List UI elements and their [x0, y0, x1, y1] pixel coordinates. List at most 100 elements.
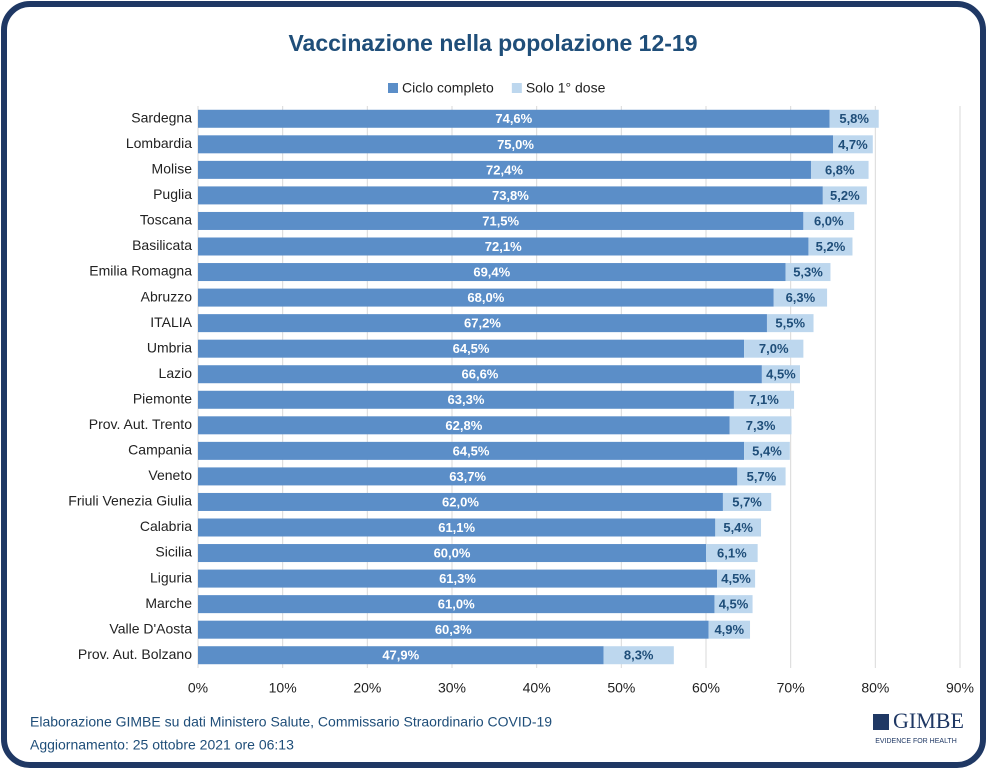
value-label: 5,2%	[816, 239, 846, 254]
bar-segment	[198, 390, 734, 409]
y-tick-label: Prov. Aut. Bolzano	[78, 646, 192, 662]
logo-name: GIMBE	[893, 708, 964, 733]
update-note: Aggiornamento: 25 ottobre 2021 ore 06:13	[30, 737, 294, 753]
logo-tagline: EVIDENCE FOR HEALTH	[875, 738, 957, 745]
bar-segment	[198, 186, 823, 205]
value-label: 61,0%	[438, 597, 475, 612]
bar-segment	[761, 365, 800, 384]
y-tick-label: Abruzzo	[141, 288, 193, 304]
bar-segment	[198, 544, 706, 563]
bar-segment	[198, 109, 830, 128]
value-label: 5,3%	[793, 264, 823, 279]
x-tick-label: 10%	[269, 680, 297, 696]
x-tick-label: 60%	[692, 680, 720, 696]
x-tick-label: 70%	[777, 680, 805, 696]
x-tick-label: 80%	[861, 680, 889, 696]
value-label: 4,7%	[838, 137, 868, 152]
bar-segment	[198, 365, 762, 384]
bar-segment	[198, 620, 709, 639]
chart-title: Vaccinazione nella popolazione 12-19	[288, 30, 697, 56]
bar-segment	[198, 211, 804, 230]
bar-segment	[198, 135, 833, 154]
value-label: 5,7%	[747, 469, 777, 484]
bar-segment	[706, 544, 758, 563]
x-tick-label: 40%	[523, 680, 551, 696]
value-label: 64,5%	[453, 443, 490, 458]
value-label: 62,8%	[445, 418, 482, 433]
bar-segment	[803, 211, 855, 230]
x-tick-label: 30%	[438, 680, 466, 696]
value-label: 61,3%	[439, 571, 476, 586]
value-label: 4,5%	[719, 597, 749, 612]
value-label: 7,0%	[759, 341, 789, 356]
value-label: 60,3%	[435, 622, 472, 637]
y-tick-label: Prov. Aut. Trento	[89, 416, 192, 432]
bar-segment	[729, 416, 792, 435]
y-tick-label: Veneto	[148, 467, 192, 483]
x-tick-label: 90%	[946, 680, 974, 696]
bar-segment	[198, 595, 715, 614]
y-tick-label: Basilicata	[132, 237, 192, 253]
value-label: 69,4%	[473, 264, 510, 279]
y-tick-label: Molise	[152, 161, 193, 177]
bar-segment	[714, 595, 753, 614]
x-tick-label: 50%	[607, 680, 635, 696]
bar-segment	[198, 416, 730, 435]
value-label: 73,8%	[492, 188, 529, 203]
bar-segment	[773, 288, 828, 307]
value-label: 4,5%	[721, 571, 751, 586]
value-label: 5,5%	[775, 316, 805, 331]
logo-icon	[873, 714, 889, 730]
bar-segment	[766, 314, 814, 333]
value-label: 6,1%	[717, 545, 747, 560]
bar-segment	[198, 518, 716, 537]
bar-segment	[603, 646, 674, 665]
y-tick-label: Campania	[128, 442, 192, 458]
y-tick-label: Umbria	[147, 339, 192, 355]
bar-segment	[715, 518, 762, 537]
value-label: 5,8%	[839, 111, 869, 126]
bar-segment	[737, 467, 786, 486]
bar-segment	[198, 339, 745, 358]
value-label: 5,7%	[732, 494, 762, 509]
legend-label: Ciclo completo	[402, 80, 494, 96]
y-tick-label: Toscana	[140, 212, 192, 228]
y-tick-label: Sardegna	[131, 109, 192, 125]
value-label: 5,2%	[830, 188, 860, 203]
y-tick-label: Valle D'Aosta	[109, 620, 192, 636]
y-tick-label: ITALIA	[150, 314, 192, 330]
legend-swatch	[511, 83, 522, 93]
bar-segment	[833, 135, 873, 154]
bar-segment	[198, 441, 745, 460]
value-label: 6,3%	[786, 290, 816, 305]
legend-swatch	[388, 83, 398, 93]
bar-segment	[744, 339, 804, 358]
value-label: 72,1%	[485, 239, 522, 254]
value-label: 66,6%	[462, 367, 499, 382]
value-label: 74,6%	[495, 111, 532, 126]
source-note: Elaborazione GIMBE su dati Ministero Sal…	[30, 714, 552, 730]
value-label: 6,0%	[814, 213, 844, 228]
bar-segment	[822, 186, 867, 205]
y-tick-label: Lombardia	[126, 135, 192, 151]
value-label: 64,5%	[453, 341, 490, 356]
bar-segment	[198, 160, 811, 179]
bar-segment	[198, 314, 767, 333]
value-label: 68,0%	[467, 290, 504, 305]
bar-segment	[717, 569, 756, 588]
value-label: 63,3%	[448, 392, 485, 407]
y-tick-label: Lazio	[159, 365, 193, 381]
value-label: 8,3%	[624, 648, 654, 663]
value-label: 67,2%	[464, 316, 501, 331]
value-label: 4,5%	[766, 367, 796, 382]
value-label: 75,0%	[497, 137, 534, 152]
bar-segment	[733, 390, 795, 409]
y-tick-label: Puglia	[153, 186, 192, 202]
y-tick-label: Emilia Romagna	[89, 263, 192, 279]
value-label: 61,1%	[438, 520, 475, 535]
bar-segment	[198, 646, 604, 665]
bar-segment	[785, 263, 831, 282]
value-label: 63,7%	[449, 469, 486, 484]
bar-segment	[810, 160, 869, 179]
